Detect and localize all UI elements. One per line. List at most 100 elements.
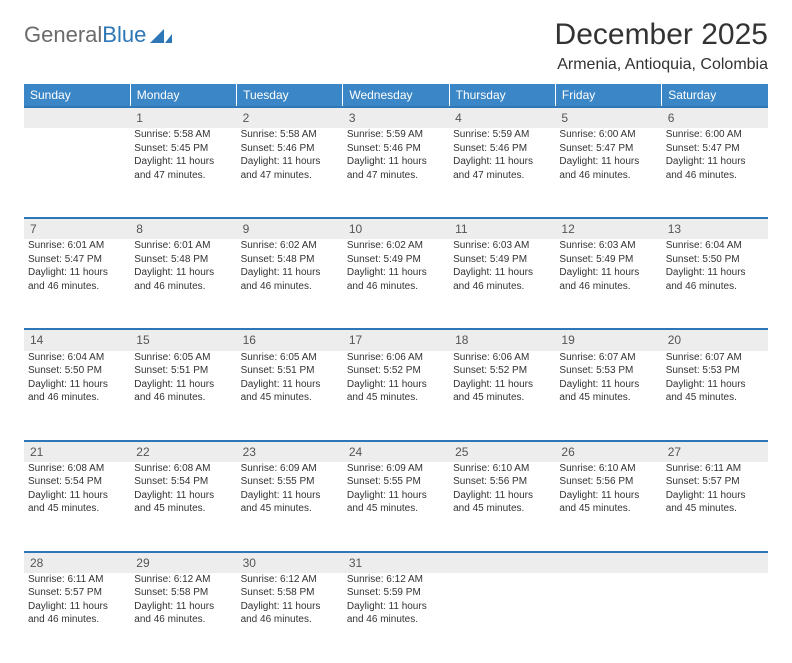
day-line: Sunset: 5:52 PM [347,364,445,378]
day-line: and 46 minutes. [28,391,126,405]
day-line: and 46 minutes. [453,280,551,294]
daynum-row: 28293031 [24,552,768,573]
day-number: 2 [237,107,343,128]
day-cell: Sunrise: 6:07 AMSunset: 5:53 PMDaylight:… [662,351,768,441]
day-number: 21 [24,441,130,462]
day-line: Daylight: 11 hours [559,266,657,280]
day-line: Sunset: 5:54 PM [134,475,232,489]
day-line: Daylight: 11 hours [666,155,764,169]
day-line: Daylight: 11 hours [559,378,657,392]
day-lines: Sunrise: 6:09 AMSunset: 5:55 PMDaylight:… [241,462,339,516]
day-lines: Sunrise: 5:59 AMSunset: 5:46 PMDaylight:… [453,128,551,182]
day-cell: Sunrise: 6:05 AMSunset: 5:51 PMDaylight:… [130,351,236,441]
daynum-row: 14151617181920 [24,329,768,350]
day-line: and 45 minutes. [134,502,232,516]
day-number: 19 [555,329,661,350]
day-line: Sunset: 5:55 PM [241,475,339,489]
day-line: Sunset: 5:45 PM [134,142,232,156]
day-line: Sunset: 5:49 PM [559,253,657,267]
day-line: Sunset: 5:52 PM [453,364,551,378]
day-line: and 47 minutes. [134,169,232,183]
day-lines: Sunrise: 6:07 AMSunset: 5:53 PMDaylight:… [666,351,764,405]
day-line: and 46 minutes. [28,613,126,627]
day-line: Sunrise: 6:05 AM [134,351,232,365]
day-line: Daylight: 11 hours [347,600,445,614]
weekday-header: Thursday [449,84,555,107]
day-line: Daylight: 11 hours [559,155,657,169]
day-line: Daylight: 11 hours [241,378,339,392]
day-cell: Sunrise: 6:12 AMSunset: 5:58 PMDaylight:… [237,573,343,663]
day-line: Daylight: 11 hours [134,600,232,614]
day-line: Sunset: 5:50 PM [28,364,126,378]
day-line: Daylight: 11 hours [453,155,551,169]
day-line: and 45 minutes. [241,391,339,405]
day-content-row: Sunrise: 5:58 AMSunset: 5:45 PMDaylight:… [24,128,768,218]
day-line: Sunrise: 6:12 AM [347,573,445,587]
day-number: 25 [449,441,555,462]
day-line: and 45 minutes. [347,502,445,516]
day-line: and 46 minutes. [347,280,445,294]
weekday-header: Tuesday [237,84,343,107]
day-line: Sunrise: 6:04 AM [666,239,764,253]
day-lines: Sunrise: 6:02 AMSunset: 5:48 PMDaylight:… [241,239,339,293]
day-line: Sunset: 5:49 PM [347,253,445,267]
day-line: Sunset: 5:59 PM [347,586,445,600]
day-line: Daylight: 11 hours [134,266,232,280]
day-cell: Sunrise: 6:10 AMSunset: 5:56 PMDaylight:… [449,462,555,552]
day-number: 11 [449,218,555,239]
day-line: Sunrise: 6:04 AM [28,351,126,365]
day-line: and 46 minutes. [241,280,339,294]
day-number: 1 [130,107,236,128]
day-lines: Sunrise: 6:12 AMSunset: 5:59 PMDaylight:… [347,573,445,627]
day-content-row: Sunrise: 6:04 AMSunset: 5:50 PM Daylight:… [24,351,768,441]
day-line: Daylight: 11 hours [347,378,445,392]
day-line: and 46 minutes. [28,280,126,294]
day-line: Daylight: 11 hours [241,266,339,280]
day-lines: Sunrise: 6:08 AMSunset: 5:54 PMDaylight:… [134,462,232,516]
day-line: Sunrise: 6:11 AM [666,462,764,476]
day-cell: Sunrise: 6:03 AMSunset: 5:49 PMDaylight:… [449,239,555,329]
day-line: and 45 minutes. [666,391,764,405]
weekday-header: Saturday [662,84,768,107]
day-line: Daylight: 11 hours [347,266,445,280]
day-number: 22 [130,441,236,462]
day-line: Sunset: 5:51 PM [134,364,232,378]
day-line: Sunset: 5:53 PM [666,364,764,378]
day-line: Sunrise: 6:10 AM [453,462,551,476]
day-line: Daylight: 11 hours [347,155,445,169]
day-lines: Sunrise: 6:08 AMSunset: 5:54 PMDaylight:… [28,462,126,516]
day-line: Sunset: 5:57 PM [28,586,126,600]
day-line: Daylight: 11 hours [28,600,126,614]
day-cell: Sunrise: 6:05 AMSunset: 5:51 PMDaylight:… [237,351,343,441]
title-block: December 2025 Armenia, Antioquia, Colomb… [555,18,768,74]
day-line: Daylight: 11 hours [347,489,445,503]
day-line: Sunrise: 6:07 AM [666,351,764,365]
day-line: Sunset: 5:47 PM [28,253,126,267]
day-line: Daylight: 11 hours [453,378,551,392]
day-cell: Sunrise: 6:08 AMSunset: 5:54 PMDaylight:… [130,462,236,552]
calendar-body: 123456Sunrise: 5:58 AMSunset: 5:45 PMDay… [24,107,768,663]
day-cell: Sunrise: 6:00 AMSunset: 5:47 PMDaylight:… [555,128,661,218]
day-line: Sunset: 5:53 PM [559,364,657,378]
day-cell: Sunrise: 5:58 AMSunset: 5:45 PMDaylight:… [130,128,236,218]
day-cell: Sunrise: 6:04 AMSunset: 5:50 PMDaylight:… [24,351,130,441]
day-line: Daylight: 11 hours [453,489,551,503]
day-content-row: Sunrise: 6:08 AMSunset: 5:54 PMDaylight:… [24,462,768,552]
day-lines: Sunrise: 6:00 AMSunset: 5:47 PMDaylight:… [666,128,764,182]
day-number: 14 [24,329,130,350]
day-number: 16 [237,329,343,350]
day-lines: Sunrise: 6:12 AMSunset: 5:58 PMDaylight:… [134,573,232,627]
day-line: Sunrise: 6:11 AM [28,573,126,587]
day-number [662,552,768,573]
day-number: 31 [343,552,449,573]
day-line: Sunrise: 6:03 AM [559,239,657,253]
day-line: Sunrise: 6:00 AM [666,128,764,142]
location: Armenia, Antioquia, Colombia [555,56,768,74]
day-line: and 46 minutes. [666,280,764,294]
day-lines: Sunrise: 6:05 AMSunset: 5:51 PMDaylight:… [134,351,232,405]
day-number [555,552,661,573]
day-line: and 45 minutes. [28,502,126,516]
day-line: Daylight: 11 hours [666,378,764,392]
day-lines: Sunrise: 6:04 AMSunset: 5:50 PMDaylight:… [28,351,126,405]
day-cell [662,573,768,663]
